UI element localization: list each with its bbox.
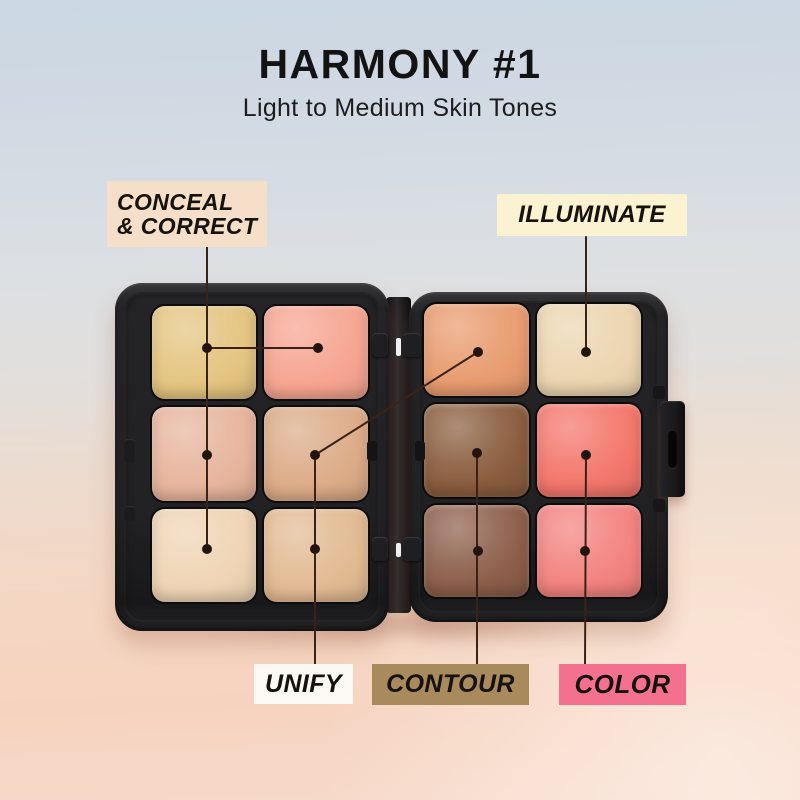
hinge-gap-highlight-top [396,338,401,356]
left-edge-tab-small [124,506,135,521]
hinge-knob-top-right [403,333,421,357]
left-edge-tab [124,439,135,463]
swatch-color-coral [536,404,641,497]
callout-conceal-line1: CONCEAL [117,188,234,215]
callout-conceal-line2: & CORRECT [117,213,258,239]
swatch-color-pink [536,504,641,598]
hinge-knob-top-left [372,333,388,357]
hinge-knob-bottom-left [372,537,388,561]
clasp-nub-top [653,386,665,399]
palette-right-pan-grid [424,304,641,598]
callout-conceal-correct: CONCEAL & CORRECT [107,181,267,247]
title-block: HARMONY #1 Light to Medium Skin Tones [0,44,800,123]
palette-left-half [115,283,389,631]
callout-unify: UNIFY [254,664,353,704]
callout-contour-text: CONTOUR [386,670,515,699]
callout-illuminate: ILLUMINATE [497,194,687,236]
palette-left-pan-grid [152,306,368,603]
hinge-gap-highlight-bottom [396,543,401,557]
callout-unify-text: UNIFY [265,669,342,698]
clasp-latch [660,401,685,497]
swatch-illuminate-champagne [536,304,641,397]
callout-color: COLOR [559,664,686,705]
callout-color-text: COLOR [574,668,671,699]
hinge-knob-bottom-right [403,537,421,561]
page-subtitle: Light to Medium Skin Tones [242,94,558,122]
callout-illuminate-text: ILLUMINATE [518,201,666,229]
swatch-contour-deep-brown [424,504,529,598]
page-title: HARMONY #1 [258,41,542,87]
swatch-unify-peach [424,304,529,397]
swatch-conceal-pink-beige [152,407,256,501]
swatch-contour-brown [424,404,529,497]
hinge-mid-tab-left [367,441,377,461]
swatch-unify-tan [264,407,368,501]
swatch-correct-salmon [264,306,368,400]
clasp-slot [668,431,677,469]
callout-contour: CONTOUR [372,664,529,705]
clasp-nub-bottom [653,499,665,512]
swatch-correct-yellow [152,306,256,400]
swatch-unify-beige [264,508,368,603]
hinge-mid-tab-right [415,441,425,461]
swatch-conceal-cream [152,508,256,603]
palette-right-half [409,292,668,622]
